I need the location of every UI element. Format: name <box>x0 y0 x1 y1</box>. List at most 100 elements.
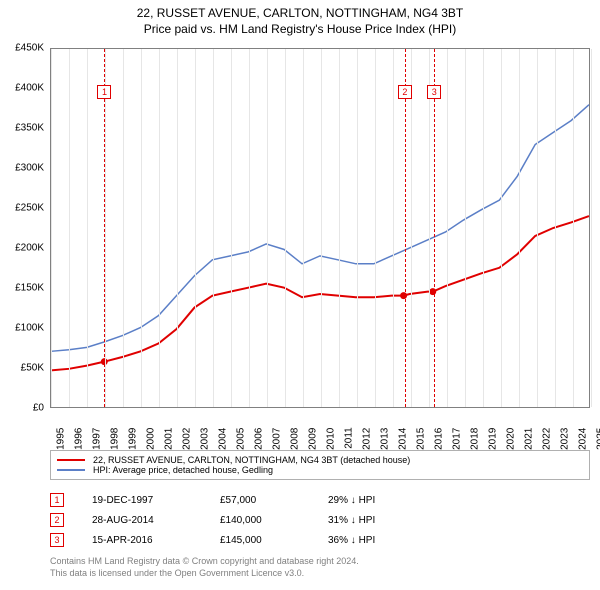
x-tick-label: 2007 <box>272 428 283 450</box>
gridline-v <box>321 49 322 407</box>
sale-date: 19-DEC-1997 <box>92 495 192 506</box>
plot-area: 1 2 3 <box>50 48 590 408</box>
y-axis: £0£50K£100K£150K£200K£250K£300K£350K£400… <box>0 48 48 408</box>
footer: Contains HM Land Registry data © Crown c… <box>50 556 590 579</box>
x-tick-label: 2006 <box>254 428 265 450</box>
gridline-v <box>357 49 358 407</box>
x-tick-label: 1998 <box>110 428 121 450</box>
plot-svg <box>51 49 589 407</box>
x-tick-label: 2014 <box>398 428 409 450</box>
sale-row: 3 15-APR-2016 £145,000 36% ↓ HPI <box>50 530 590 550</box>
event-line <box>405 49 406 407</box>
gridline-v <box>87 49 88 407</box>
x-tick-label: 2016 <box>434 428 445 450</box>
y-tick-label: £450K <box>15 43 44 54</box>
x-tick-label: 2000 <box>146 428 157 450</box>
gridline-v <box>465 49 466 407</box>
x-axis: 1995199619971998199920002001200220032004… <box>50 408 590 448</box>
gridline-v <box>591 49 592 407</box>
x-tick-label: 2012 <box>362 428 373 450</box>
gridline-v <box>555 49 556 407</box>
gridline-v <box>249 49 250 407</box>
y-tick-label: £250K <box>15 203 44 214</box>
y-tick-label: £350K <box>15 123 44 134</box>
y-tick-label: £400K <box>15 83 44 94</box>
y-tick-label: £0 <box>33 403 44 414</box>
sale-dot <box>400 292 407 299</box>
x-tick-label: 2022 <box>542 428 553 450</box>
y-tick-label: £50K <box>21 363 44 374</box>
x-tick-label: 1995 <box>56 428 67 450</box>
gridline-v <box>231 49 232 407</box>
gridline-v <box>159 49 160 407</box>
x-tick-label: 2025 <box>596 428 600 450</box>
gridline-v <box>573 49 574 407</box>
gridline-v <box>123 49 124 407</box>
sale-dot <box>429 288 436 295</box>
x-tick-label: 2020 <box>506 428 517 450</box>
gridline-v <box>285 49 286 407</box>
x-tick-label: 1996 <box>74 428 85 450</box>
gridline-v <box>519 49 520 407</box>
sale-diff: 36% ↓ HPI <box>328 535 448 546</box>
chart-container: 22, RUSSET AVENUE, CARLTON, NOTTINGHAM, … <box>0 0 600 590</box>
sale-box: 2 <box>50 513 64 527</box>
legend-label-price-paid: 22, RUSSET AVENUE, CARLTON, NOTTINGHAM, … <box>93 455 410 465</box>
gridline-v <box>141 49 142 407</box>
sale-price: £140,000 <box>220 515 300 526</box>
series-line-price_paid <box>51 216 589 370</box>
x-tick-label: 2023 <box>560 428 571 450</box>
gridline-v <box>537 49 538 407</box>
gridline-v <box>303 49 304 407</box>
x-tick-label: 2015 <box>416 428 427 450</box>
legend-label-hpi: HPI: Average price, detached house, Gedl… <box>93 465 273 475</box>
x-tick-label: 2005 <box>236 428 247 450</box>
x-tick-label: 2010 <box>326 428 337 450</box>
x-tick-label: 2004 <box>218 428 229 450</box>
event-line <box>104 49 105 407</box>
gridline-v <box>213 49 214 407</box>
gridline-v <box>483 49 484 407</box>
gridline-v <box>339 49 340 407</box>
title-line1: 22, RUSSET AVENUE, CARLTON, NOTTINGHAM, … <box>0 6 600 20</box>
y-tick-label: £150K <box>15 283 44 294</box>
sale-date: 28-AUG-2014 <box>92 515 192 526</box>
gridline-v <box>411 49 412 407</box>
sale-diff: 31% ↓ HPI <box>328 515 448 526</box>
sale-price: £145,000 <box>220 535 300 546</box>
series-line-hpi <box>51 105 589 352</box>
title-line2: Price paid vs. HM Land Registry's House … <box>0 22 600 36</box>
footer-line1: Contains HM Land Registry data © Crown c… <box>50 556 590 568</box>
sale-diff: 29% ↓ HPI <box>328 495 448 506</box>
x-tick-label: 2024 <box>578 428 589 450</box>
x-tick-label: 2008 <box>290 428 301 450</box>
event-marker: 2 <box>398 85 412 99</box>
x-tick-label: 2011 <box>343 427 354 449</box>
x-tick-label: 2001 <box>164 428 175 450</box>
gridline-v <box>51 49 52 407</box>
event-marker: 1 <box>97 85 111 99</box>
y-tick-label: £300K <box>15 163 44 174</box>
x-tick-label: 2017 <box>452 428 463 450</box>
gridline-v <box>69 49 70 407</box>
event-marker: 3 <box>427 85 441 99</box>
gridline-v <box>429 49 430 407</box>
x-tick-label: 2021 <box>524 428 535 450</box>
x-tick-label: 1997 <box>92 428 103 450</box>
x-tick-label: 2013 <box>380 428 391 450</box>
legend-swatch-hpi <box>57 469 85 471</box>
footer-line2: This data is licensed under the Open Gov… <box>50 568 590 580</box>
legend: 22, RUSSET AVENUE, CARLTON, NOTTINGHAM, … <box>50 450 590 480</box>
sale-row: 2 28-AUG-2014 £140,000 31% ↓ HPI <box>50 510 590 530</box>
legend-row-hpi: HPI: Average price, detached house, Gedl… <box>57 465 583 475</box>
sale-date: 15-APR-2016 <box>92 535 192 546</box>
sale-row: 1 19-DEC-1997 £57,000 29% ↓ HPI <box>50 490 590 510</box>
sale-box: 3 <box>50 533 64 547</box>
x-tick-label: 2019 <box>488 428 499 450</box>
sale-price: £57,000 <box>220 495 300 506</box>
x-tick-label: 2018 <box>470 428 481 450</box>
legend-row-price-paid: 22, RUSSET AVENUE, CARLTON, NOTTINGHAM, … <box>57 455 583 465</box>
x-tick-label: 1999 <box>128 428 139 450</box>
sale-box: 1 <box>50 493 64 507</box>
x-tick-label: 2002 <box>182 428 193 450</box>
